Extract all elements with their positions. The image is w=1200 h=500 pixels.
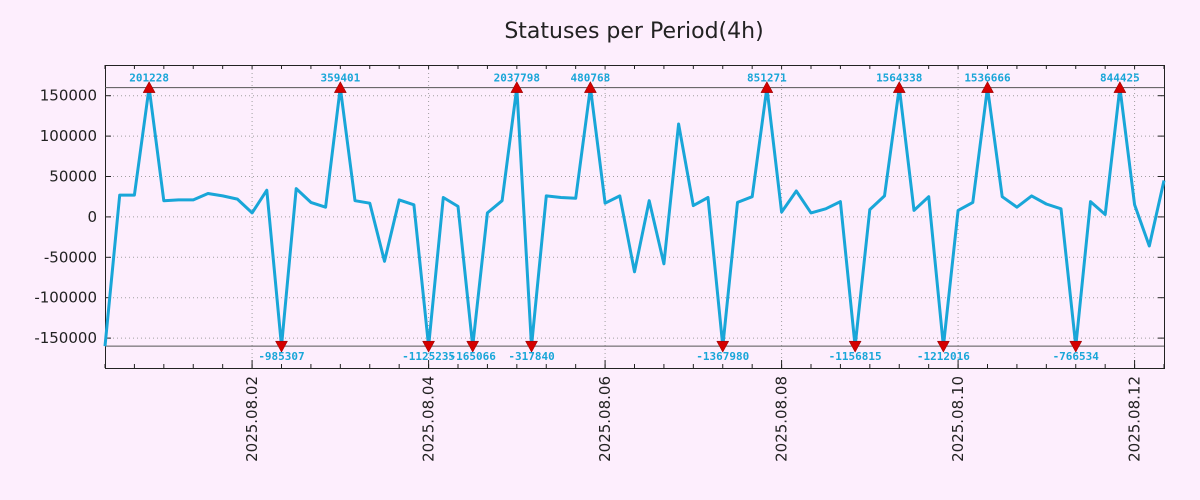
clip-marker-up [1113, 81, 1127, 93]
x-tick-label: 2025.08.02 [243, 376, 261, 462]
clip-value-label: -1367980 [696, 350, 749, 363]
clip-labels: 201228 -985307 359401 -1125235-165066 203779… [129, 72, 1140, 364]
clip-value-label: -1212016 [917, 350, 970, 363]
clip-marker-down [936, 340, 950, 353]
y-tick-label: -100000 [34, 289, 97, 307]
x-tick-label: 2025.08.08 [773, 376, 791, 462]
clip-marker-up [142, 81, 156, 93]
clip-marker-up [892, 81, 906, 93]
clip-marker-up [583, 81, 597, 93]
clip-marker-down [716, 340, 730, 353]
clip-markers [142, 81, 1127, 353]
y-tick-label: 150000 [40, 87, 97, 105]
clip-value-label: 1536666 [964, 72, 1011, 85]
clip-value-label: 851271 [747, 72, 787, 85]
clip-value-label: 201228 [129, 72, 169, 85]
clip-value-label: 2037798 [494, 72, 540, 85]
y-tick-label: 0 [87, 208, 97, 226]
clip-marker-down [525, 340, 538, 353]
x-tick-label: 2025.08.04 [420, 376, 438, 462]
clip-marker-up [510, 81, 524, 93]
clip-marker-down [275, 340, 288, 353]
clip-marker-up [981, 81, 994, 93]
clip-marker-down [422, 340, 436, 353]
clip-marker-up [760, 81, 774, 93]
y-tick-label: -150000 [34, 329, 97, 347]
clip-marker-down [466, 340, 480, 353]
clip-value-label: 480768 [571, 72, 611, 85]
clip-value-label: -1156815 [829, 350, 882, 363]
y-tick-label: 100000 [40, 127, 97, 145]
clip-value-label: 359401 [320, 72, 360, 85]
clip-value-label: -317840 [508, 350, 554, 363]
clip-value-label: 1564338 [876, 72, 922, 85]
x-tick-label: 2025.08.06 [596, 376, 614, 462]
clip-value-label: -165066 [450, 350, 497, 363]
clip-value-label: -1125235 [402, 350, 455, 363]
clip-value-label: -766534 [1053, 350, 1100, 363]
x-tick-label: 2025.08.12 [1126, 376, 1144, 462]
clip-marker-up [333, 81, 347, 93]
chart-title: Statuses per Period(4h) [504, 19, 763, 44]
axis-ticks: 150000 100000 50000 0 -50000 -100000 -150000 20… [34, 65, 1165, 462]
y-tick-label: 50000 [49, 168, 97, 186]
clip-value-label: -985307 [258, 350, 304, 363]
clip-marker-down [1069, 340, 1083, 353]
x-tick-label: 2025.08.10 [949, 376, 967, 462]
grid [105, 65, 1164, 368]
clip-value-label: 844425 [1100, 72, 1140, 85]
y-tick-label: -50000 [44, 248, 97, 266]
clip-marker-down [848, 340, 862, 353]
